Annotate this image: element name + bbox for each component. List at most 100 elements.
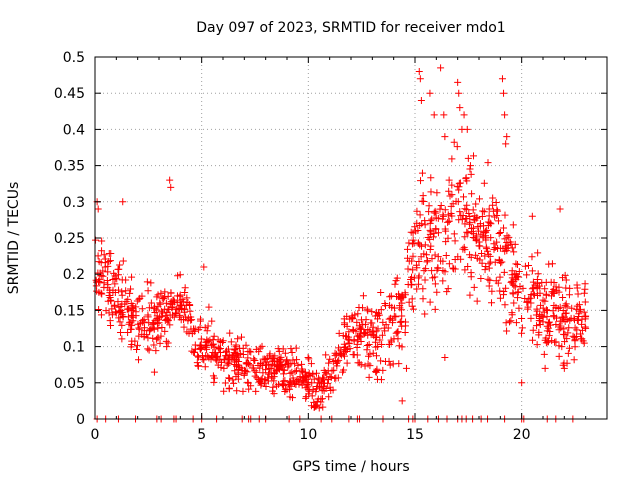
data-point bbox=[183, 328, 191, 336]
data-point bbox=[286, 393, 294, 401]
data-point bbox=[386, 361, 394, 369]
data-point bbox=[353, 344, 361, 352]
data-point bbox=[444, 211, 452, 219]
data-point bbox=[475, 238, 483, 246]
data-point bbox=[580, 289, 588, 297]
data-point bbox=[199, 355, 207, 363]
data-point bbox=[426, 219, 434, 227]
data-point bbox=[99, 272, 107, 280]
data-point bbox=[444, 218, 452, 226]
data-point bbox=[372, 308, 380, 316]
data-point bbox=[448, 212, 456, 220]
data-point bbox=[555, 322, 563, 330]
data-point bbox=[201, 343, 209, 351]
data-point bbox=[150, 305, 158, 313]
data-point bbox=[473, 254, 481, 262]
data-point bbox=[467, 225, 475, 233]
y-tick-label: 0.3 bbox=[63, 195, 85, 211]
data-point bbox=[175, 313, 183, 321]
data-point bbox=[503, 133, 511, 141]
data-point bbox=[463, 177, 471, 185]
data-point bbox=[455, 186, 463, 194]
data-point bbox=[466, 213, 474, 221]
data-point bbox=[427, 174, 435, 182]
data-point bbox=[419, 285, 427, 293]
data-point bbox=[116, 261, 124, 269]
data-point bbox=[144, 334, 152, 342]
data-point bbox=[365, 373, 373, 381]
data-point bbox=[467, 269, 475, 277]
data-point bbox=[394, 328, 402, 336]
data-point bbox=[301, 368, 309, 376]
x-tick-label: 15 bbox=[406, 427, 424, 443]
data-point bbox=[450, 230, 458, 238]
data-point bbox=[94, 205, 102, 213]
data-point bbox=[154, 324, 162, 332]
data-point bbox=[453, 143, 461, 151]
data-point bbox=[299, 374, 307, 382]
data-point bbox=[245, 359, 253, 367]
data-point bbox=[335, 356, 343, 364]
data-point bbox=[518, 314, 526, 322]
data-point bbox=[451, 265, 459, 273]
data-point bbox=[564, 329, 572, 337]
data-point bbox=[152, 335, 160, 343]
data-point bbox=[518, 329, 526, 337]
data-point bbox=[147, 279, 155, 287]
data-point bbox=[117, 329, 125, 337]
data-point bbox=[417, 96, 425, 104]
data-point bbox=[158, 323, 166, 331]
data-point bbox=[361, 362, 369, 370]
data-point bbox=[444, 285, 452, 293]
data-point bbox=[528, 212, 536, 220]
data-point bbox=[262, 383, 270, 391]
data-point bbox=[239, 387, 247, 395]
data-point bbox=[325, 359, 333, 367]
data-point bbox=[415, 274, 423, 282]
data-point bbox=[353, 351, 361, 359]
data-point bbox=[452, 197, 460, 205]
data-point bbox=[381, 302, 389, 310]
data-point bbox=[174, 305, 182, 313]
data-point bbox=[127, 285, 135, 293]
data-point bbox=[500, 89, 508, 97]
data-point bbox=[506, 318, 514, 326]
data-point bbox=[385, 315, 393, 323]
data-point bbox=[404, 265, 412, 273]
data-point bbox=[290, 380, 298, 388]
data-point bbox=[408, 295, 416, 303]
data-point bbox=[481, 252, 489, 260]
data-point bbox=[98, 247, 106, 255]
data-point bbox=[168, 304, 176, 312]
data-point bbox=[529, 326, 537, 334]
data-point bbox=[434, 229, 442, 237]
data-point bbox=[552, 303, 560, 311]
data-point bbox=[480, 179, 488, 187]
data-point bbox=[404, 254, 412, 262]
data-point bbox=[356, 333, 364, 341]
data-point bbox=[314, 379, 322, 387]
data-point bbox=[167, 183, 175, 191]
data-point bbox=[458, 215, 466, 223]
data-point bbox=[480, 208, 488, 216]
data-point bbox=[484, 221, 492, 229]
data-point bbox=[493, 212, 501, 220]
data-point bbox=[425, 202, 433, 210]
data-point bbox=[97, 272, 105, 280]
data-point bbox=[219, 337, 227, 345]
data-point bbox=[143, 278, 151, 286]
data-point bbox=[187, 313, 195, 321]
data-point bbox=[427, 242, 435, 250]
data-point bbox=[355, 332, 363, 340]
data-point bbox=[269, 387, 277, 395]
data-point bbox=[558, 343, 566, 351]
data-point bbox=[574, 316, 582, 324]
data-point bbox=[485, 264, 493, 272]
data-point bbox=[319, 403, 327, 411]
data-point bbox=[314, 395, 322, 403]
data-point bbox=[286, 369, 294, 377]
data-point bbox=[321, 369, 329, 377]
data-point bbox=[543, 313, 551, 321]
data-point bbox=[251, 367, 259, 375]
